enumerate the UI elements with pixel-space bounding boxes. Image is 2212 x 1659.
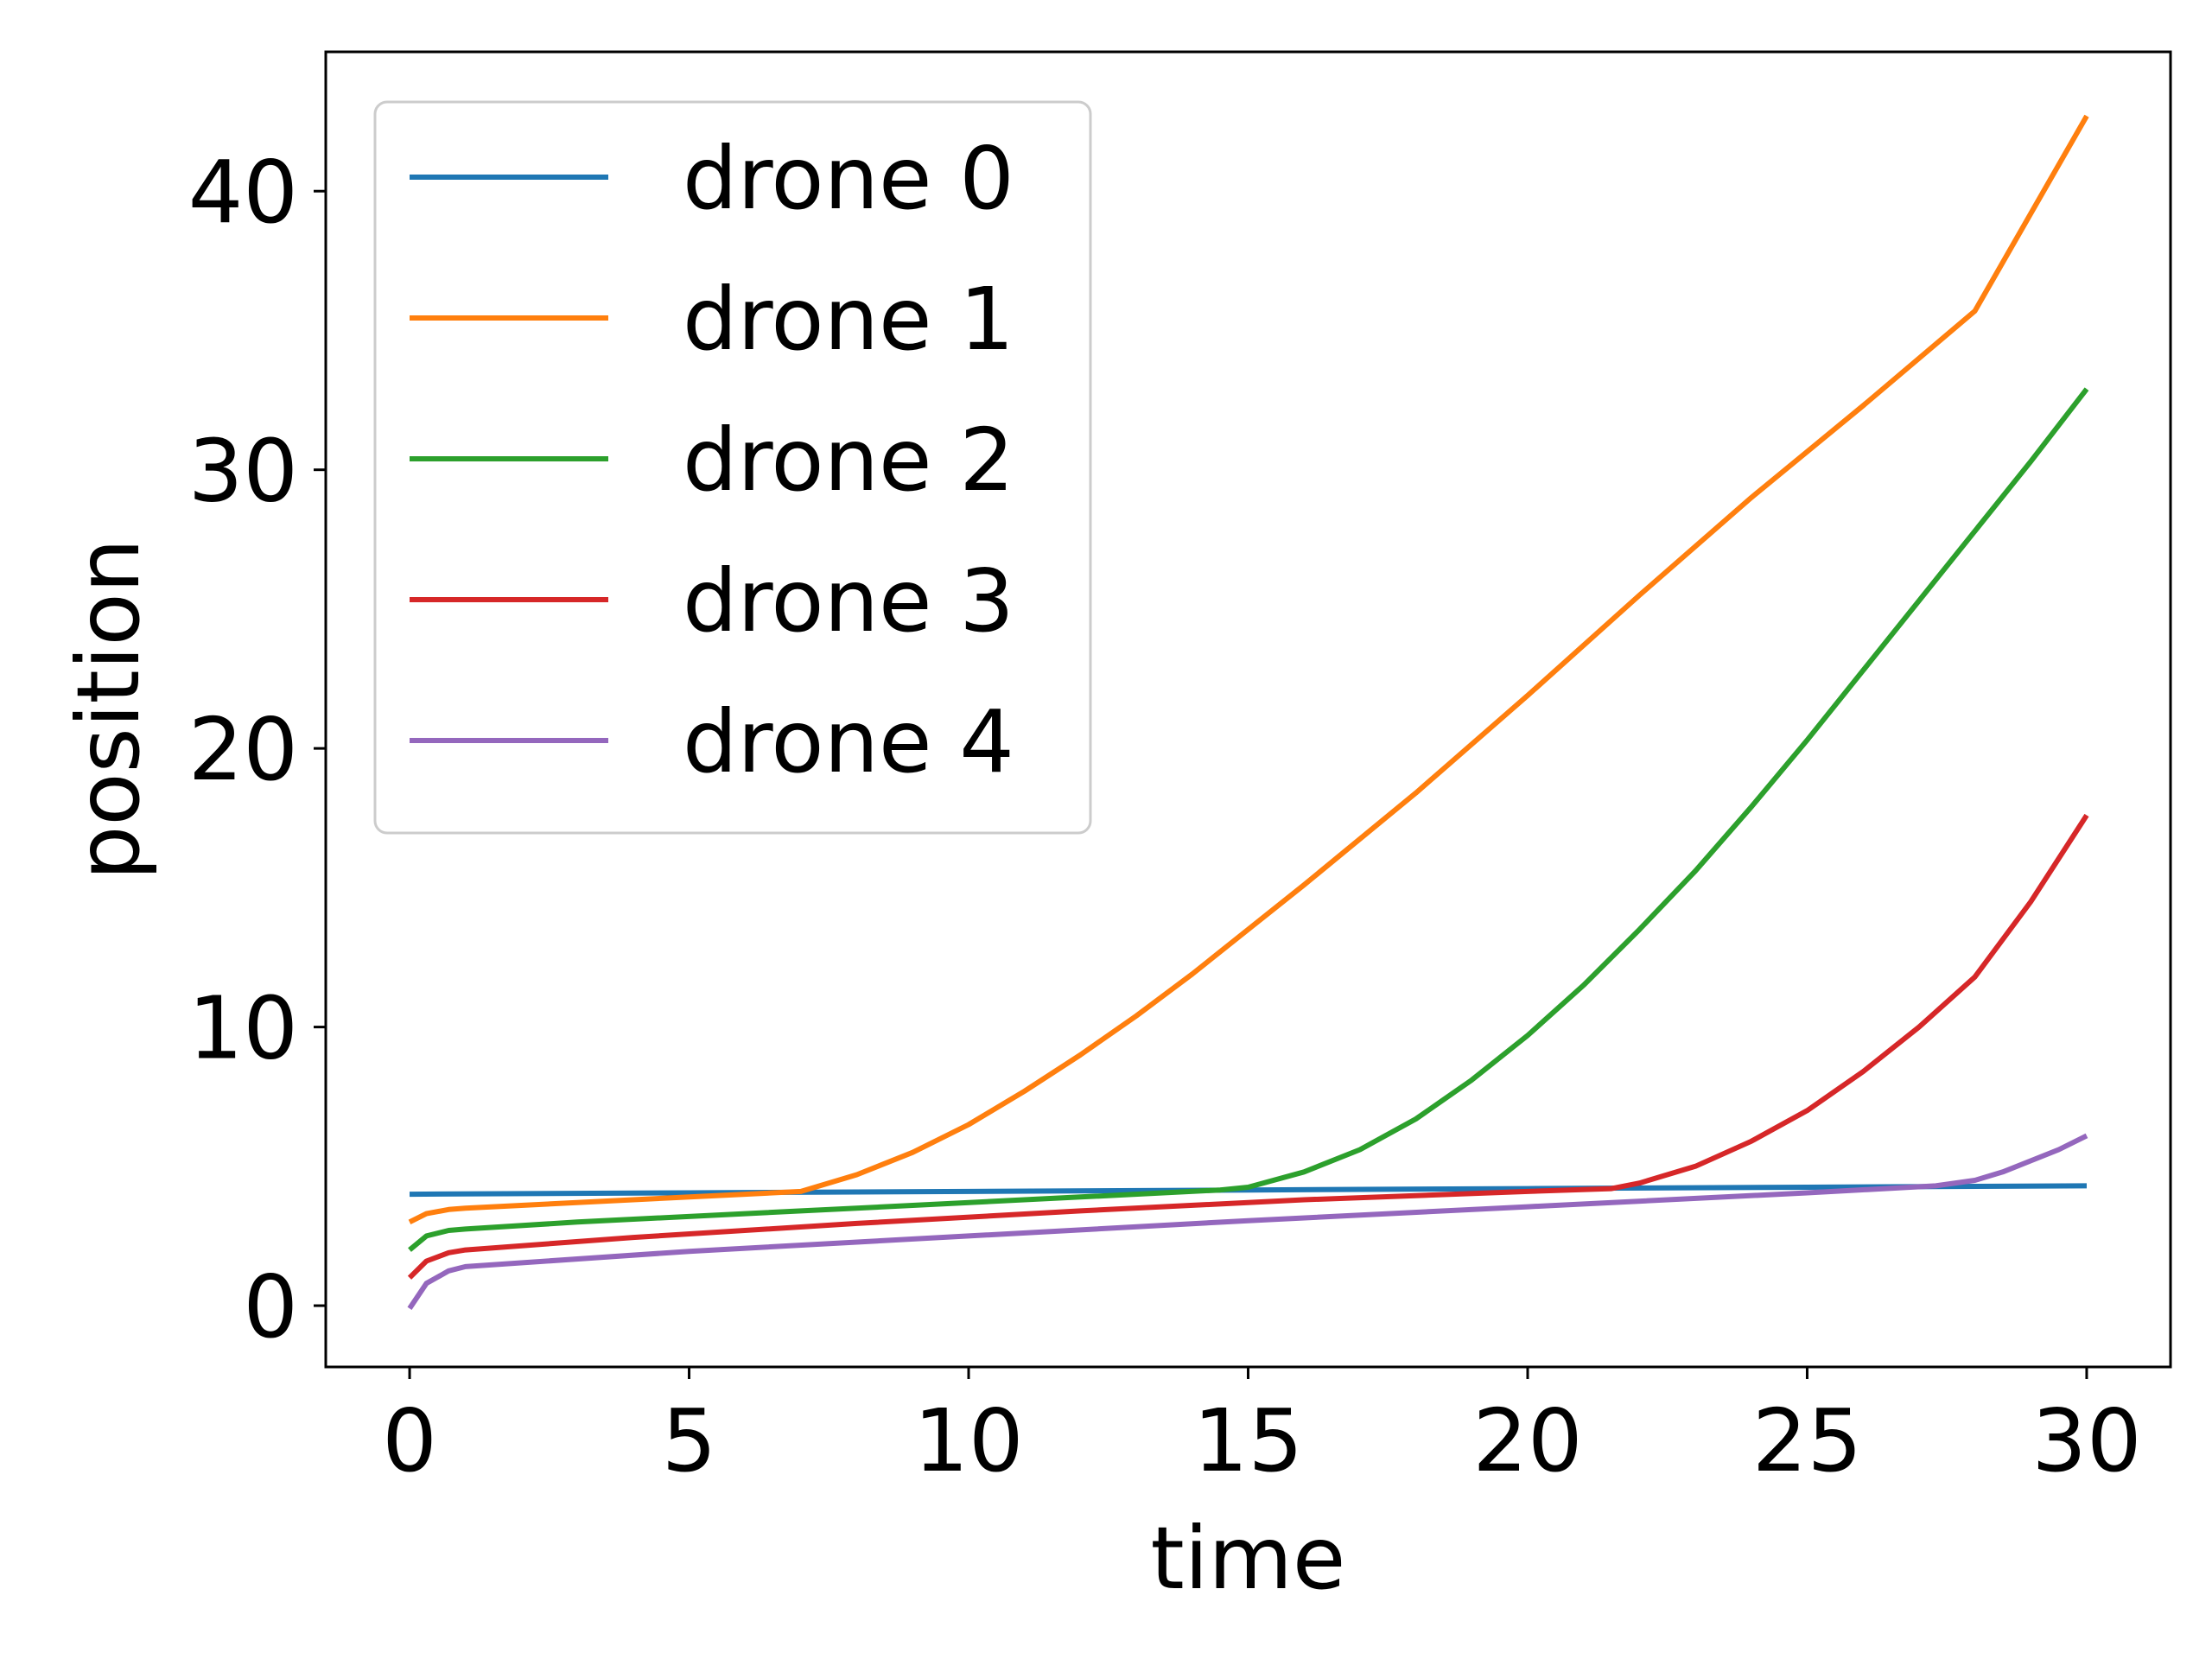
legend: drone 0 drone 1 drone 2 drone 3 drone 4 xyxy=(373,100,1092,835)
x-axis-label: time xyxy=(1151,1508,1346,1609)
x-tick-label: 30 xyxy=(2031,1390,2141,1491)
series-line-1 xyxy=(408,114,2089,1224)
x-tick-label: 20 xyxy=(1472,1390,1582,1491)
y-axis-label: position xyxy=(58,538,159,880)
series-line-0 xyxy=(409,1183,2088,1198)
x-tick-label: 10 xyxy=(913,1390,1023,1491)
legend-label-3: drone 3 xyxy=(683,550,1014,652)
legend-label-2: drone 2 xyxy=(683,410,1014,511)
x-tick-label: 5 xyxy=(662,1390,717,1491)
y-tick-label: 30 xyxy=(188,421,298,522)
legend-label-0: drone 0 xyxy=(683,128,1014,229)
y-tick-label: 10 xyxy=(188,978,298,1079)
y-tick-label: 40 xyxy=(188,142,298,243)
series-layer xyxy=(407,114,2089,1310)
y-axis-ticks: 0 10 20 30 40 xyxy=(188,142,326,1357)
series-line-4 xyxy=(407,1133,2088,1310)
legend-box xyxy=(373,100,1092,835)
x-tick-label: 15 xyxy=(1193,1390,1303,1491)
legend-label-1: drone 1 xyxy=(683,269,1014,370)
x-tick-label: 25 xyxy=(1752,1390,1862,1491)
x-axis-ticks: 0 5 10 15 20 25 30 xyxy=(382,1367,2142,1491)
y-tick-label: 20 xyxy=(188,699,298,800)
x-tick-label: 0 xyxy=(382,1390,437,1491)
legend-label-4: drone 4 xyxy=(683,691,1014,792)
y-tick-label: 0 xyxy=(243,1256,298,1357)
series-line-2 xyxy=(408,387,2089,1252)
series-line-3 xyxy=(407,813,2089,1280)
